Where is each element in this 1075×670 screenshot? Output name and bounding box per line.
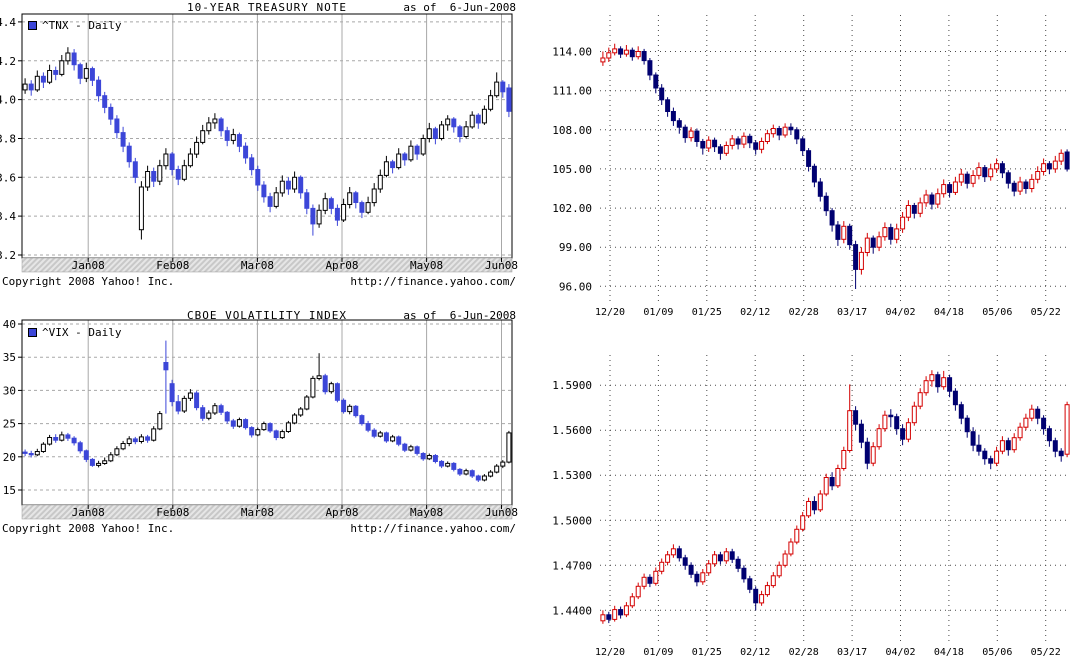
svg-text:02/12: 02/12: [740, 307, 770, 318]
svg-text:20: 20: [3, 451, 16, 464]
svg-text:02/28: 02/28: [789, 307, 819, 318]
svg-text:05/06: 05/06: [982, 647, 1012, 658]
svg-text:Jun08: Jun08: [485, 259, 518, 272]
legend: ^TNX - Daily: [28, 19, 121, 32]
svg-text:12/20: 12/20: [595, 307, 625, 318]
svg-text:01/25: 01/25: [692, 307, 722, 318]
svg-text:4.2: 4.2: [0, 55, 16, 68]
svg-text:1.4400: 1.4400: [552, 604, 592, 617]
source-url: http://finance.yahoo.com/: [350, 275, 516, 288]
svg-text:01/09: 01/09: [643, 647, 673, 658]
legend: ^VIX - Daily: [28, 326, 121, 339]
copyright-text: Copyright 2008 Yahoo! Inc.: [2, 275, 175, 288]
svg-text:1.5000: 1.5000: [552, 514, 592, 527]
svg-text:04/18: 04/18: [934, 647, 964, 658]
source-url: http://finance.yahoo.com/: [350, 522, 516, 535]
svg-text:Feb08: Feb08: [156, 506, 189, 519]
svg-text:Mar08: Mar08: [241, 506, 274, 519]
svg-text:105.00: 105.00: [552, 163, 592, 176]
svg-text:Jan08: Jan08: [72, 259, 105, 272]
svg-text:99.00: 99.00: [559, 241, 592, 254]
svg-text:Mar08: Mar08: [241, 259, 274, 272]
copyright-text: Copyright 2008 Yahoo! Inc.: [2, 522, 175, 535]
svg-text:May08: May08: [410, 259, 443, 272]
svg-text:4.4: 4.4: [0, 16, 16, 29]
svg-text:25: 25: [3, 418, 16, 431]
chart-footer: Copyright 2008 Yahoo! Inc. http://financ…: [2, 522, 516, 535]
svg-text:03/17: 03/17: [837, 307, 867, 318]
svg-text:102.00: 102.00: [552, 202, 592, 215]
vix-candlestick-plot: 40 35 30 25 20 15 Jan08 Feb08 Mar08 Apr08 May08 Jun…: [3, 318, 518, 520]
svg-text:35: 35: [3, 351, 16, 364]
svg-text:114.00: 114.00: [552, 46, 592, 59]
legend-label: ^VIX - Daily: [42, 326, 122, 339]
svg-text:40: 40: [3, 318, 16, 331]
usdjpy-candlestick-plot: 114.00 111.00 108.00 105.00 102.00 99.00 96.00…: [552, 15, 1070, 318]
chart-title: 10-YEAR TREASURY NOTE: [186, 1, 348, 14]
svg-text:1.5900: 1.5900: [552, 379, 592, 392]
svg-text:03/17: 03/17: [837, 647, 867, 658]
chart-title: CBOE VOLATILITY INDEX: [186, 309, 348, 322]
svg-text:Apr08: Apr08: [325, 259, 358, 272]
svg-text:3.4: 3.4: [0, 210, 16, 223]
svg-text:May08: May08: [410, 506, 443, 519]
svg-text:04/02: 04/02: [885, 307, 915, 318]
svg-text:3.8: 3.8: [0, 133, 16, 146]
svg-text:01/25: 01/25: [692, 647, 722, 658]
svg-text:4.0: 4.0: [0, 94, 16, 107]
svg-text:111.00: 111.00: [552, 85, 592, 98]
svg-text:02/12: 02/12: [740, 647, 770, 658]
svg-text:3.6: 3.6: [0, 171, 16, 184]
svg-text:04/02: 04/02: [885, 647, 915, 658]
svg-text:1.5300: 1.5300: [552, 469, 592, 482]
usdjpy-chart-panel: 114.00 111.00 108.00 105.00 102.00 99.00 96.00…: [540, 0, 1075, 330]
vix-chart-panel: 40 35 30 25 20 15 Jan08 Feb08 Mar08 Apr08 May08 Jun…: [0, 305, 520, 545]
svg-text:Jan08: Jan08: [72, 506, 105, 519]
svg-text:12/20: 12/20: [595, 647, 625, 658]
svg-text:108.00: 108.00: [552, 124, 592, 137]
svg-text:02/28: 02/28: [789, 647, 819, 658]
svg-text:3.2: 3.2: [0, 249, 16, 262]
chart-footer: Copyright 2008 Yahoo! Inc. http://financ…: [2, 275, 516, 288]
legend-swatch-icon: [28, 21, 37, 30]
svg-text:05/06: 05/06: [982, 307, 1012, 318]
svg-text:05/22: 05/22: [1031, 307, 1061, 318]
eurusd-candlestick-plot: 1.5900 1.5600 1.5300 1.5000 1.4700 1.4400 12/2…: [552, 355, 1070, 658]
svg-text:1.5600: 1.5600: [552, 424, 592, 437]
svg-text:05/22: 05/22: [1031, 647, 1061, 658]
svg-text:04/18: 04/18: [934, 307, 964, 318]
vix-title-row: CBOE VOLATILITY INDEX as of 6-Jun-2008: [22, 309, 516, 322]
svg-text:1.4700: 1.4700: [552, 559, 592, 572]
legend-label: ^TNX - Daily: [42, 19, 122, 32]
treasury-chart-panel: 4.4 4.2 4.0 3.8 3.6 3.4 3.2 Jan08 Feb08 Mar08 Apr0…: [0, 0, 520, 300]
svg-text:Apr08: Apr08: [325, 506, 358, 519]
treasury-candlestick-plot: 4.4 4.2 4.0 3.8 3.6 3.4 3.2 Jan08 Feb08 Mar08 Apr0…: [0, 13, 518, 273]
svg-text:30: 30: [3, 384, 16, 397]
svg-text:01/09: 01/09: [643, 307, 673, 318]
eurusd-chart-panel: 1.5900 1.5600 1.5300 1.5000 1.4700 1.4400 12/2…: [540, 335, 1075, 670]
svg-text:96.00: 96.00: [559, 280, 592, 293]
as-of-date: as of 6-Jun-2008: [403, 309, 516, 322]
svg-text:Jun08: Jun08: [485, 506, 518, 519]
as-of-date: as of 6-Jun-2008: [403, 1, 516, 14]
legend-swatch-icon: [28, 328, 37, 337]
svg-text:Feb08: Feb08: [156, 259, 189, 272]
treasury-title-row: 10-YEAR TREASURY NOTE as of 6-Jun-2008: [22, 1, 516, 14]
svg-text:15: 15: [3, 484, 16, 497]
